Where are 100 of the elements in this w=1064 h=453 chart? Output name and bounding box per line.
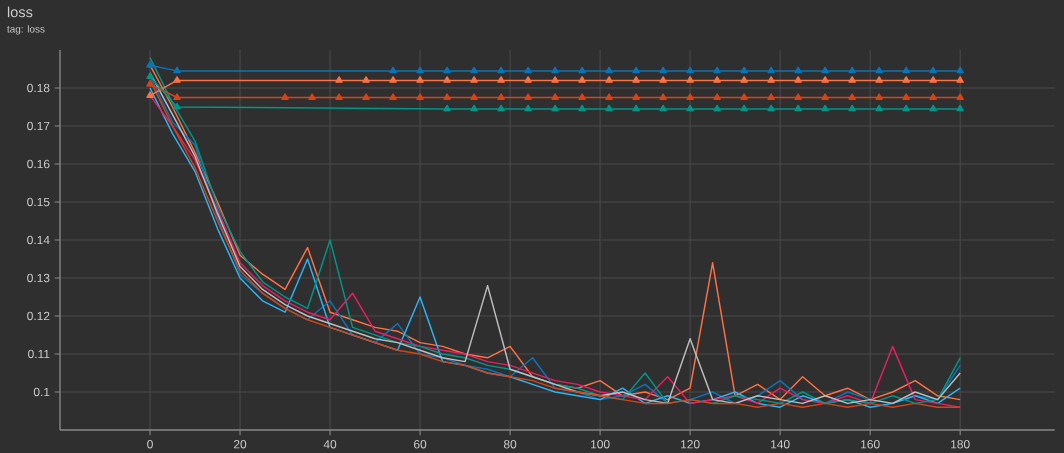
- point: [497, 76, 505, 83]
- point: [713, 104, 721, 112]
- point: [659, 66, 667, 74]
- point: [821, 76, 829, 83]
- point: [416, 66, 424, 74]
- point: [470, 76, 478, 83]
- x-tick-label: 0: [147, 440, 153, 449]
- point: [146, 72, 154, 80]
- point: [686, 104, 694, 112]
- point: [767, 104, 775, 112]
- point: [173, 66, 181, 74]
- point: [767, 66, 775, 74]
- point: [821, 93, 829, 100]
- point: [497, 104, 505, 112]
- point: [929, 104, 937, 112]
- point: [443, 76, 451, 83]
- point: [578, 93, 586, 100]
- point: [902, 66, 910, 74]
- point: [902, 104, 910, 112]
- point: [335, 76, 343, 83]
- point: [794, 93, 802, 100]
- point: [929, 76, 937, 83]
- y-tick-label: 0.1: [33, 387, 50, 397]
- point: [578, 76, 586, 83]
- x-tick-label: 140: [771, 440, 790, 449]
- point: [146, 91, 154, 99]
- point: [740, 76, 748, 83]
- point: [497, 66, 505, 74]
- point: [416, 93, 424, 100]
- point: [659, 76, 667, 83]
- point: [956, 104, 964, 112]
- point: [551, 104, 559, 112]
- point: [497, 93, 505, 100]
- point: [605, 93, 613, 100]
- point: [632, 76, 640, 83]
- point: [524, 104, 532, 112]
- point: [767, 76, 775, 83]
- point: [740, 66, 748, 74]
- y-tick-label: 0.15: [27, 197, 50, 207]
- point: [173, 102, 181, 110]
- point: [389, 76, 397, 83]
- y-tick-label: 0.16: [27, 159, 50, 169]
- x-tick-label: 120: [681, 440, 700, 449]
- point: [173, 93, 181, 100]
- point: [416, 76, 424, 83]
- point: [794, 104, 802, 112]
- point: [578, 104, 586, 112]
- point: [335, 93, 343, 100]
- point: [713, 76, 721, 83]
- point: [146, 61, 154, 68]
- point: [686, 93, 694, 100]
- point: [443, 104, 451, 112]
- point: [524, 76, 532, 83]
- point: [956, 66, 964, 74]
- y-tick-label: 0.14: [27, 235, 50, 245]
- point: [848, 104, 856, 112]
- point: [173, 76, 181, 83]
- point: [902, 76, 910, 83]
- point: [848, 76, 856, 83]
- point: [632, 104, 640, 112]
- point: [686, 76, 694, 83]
- point: [524, 93, 532, 100]
- point: [794, 76, 802, 83]
- y-tick-label: 0.18: [27, 83, 50, 93]
- point: [605, 104, 613, 112]
- point: [443, 66, 451, 74]
- point: [740, 104, 748, 112]
- point: [308, 93, 316, 100]
- y-tick-label: 0.12: [27, 311, 50, 321]
- point: [281, 93, 289, 100]
- point: [713, 93, 721, 100]
- point: [794, 66, 802, 74]
- point: [875, 93, 883, 100]
- point: [767, 93, 775, 100]
- point: [713, 66, 721, 74]
- x-tick-label: 20: [233, 440, 247, 449]
- point: [389, 66, 397, 74]
- x-tick-label: 180: [951, 440, 970, 449]
- x-tick-label: 60: [414, 440, 427, 449]
- point: [929, 66, 937, 74]
- point: [605, 66, 613, 74]
- point: [848, 66, 856, 74]
- x-tick-label: 100: [591, 440, 610, 449]
- x-tick-label: 40: [323, 440, 337, 449]
- point: [821, 66, 829, 74]
- point: [632, 66, 640, 74]
- y-tick-label: 0.11: [28, 349, 50, 359]
- y-tick-label: 0.17: [27, 121, 50, 131]
- point: [956, 76, 964, 83]
- point: [875, 76, 883, 83]
- point: [578, 66, 586, 74]
- point: [551, 93, 559, 100]
- point: [470, 93, 478, 100]
- point: [362, 93, 370, 100]
- point: [470, 66, 478, 74]
- x-tick-label: 160: [861, 440, 880, 449]
- y-tick-label: 0.13: [27, 273, 50, 283]
- point: [659, 104, 667, 112]
- point: [875, 66, 883, 74]
- point: [605, 76, 613, 83]
